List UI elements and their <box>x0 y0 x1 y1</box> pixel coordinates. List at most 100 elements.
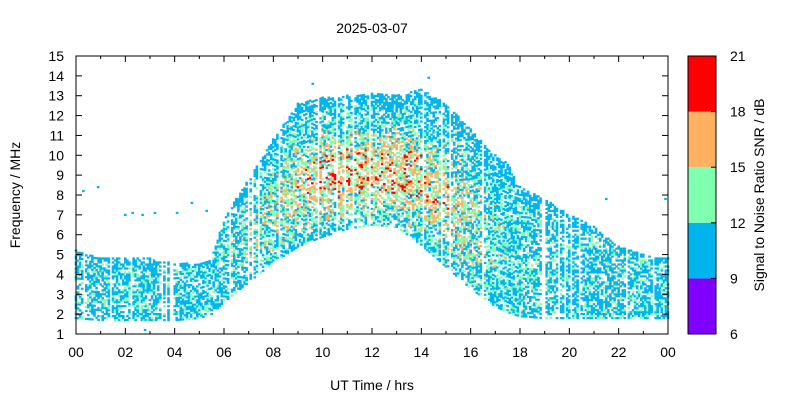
data-point <box>409 140 413 143</box>
data-point <box>376 146 380 149</box>
data-point <box>183 304 187 307</box>
data-point <box>290 199 294 203</box>
data-point <box>389 98 392 101</box>
data-point <box>78 259 82 262</box>
data-point <box>405 219 409 222</box>
data-point <box>372 213 376 217</box>
data-point <box>76 277 80 280</box>
data-point <box>126 275 129 278</box>
data-point <box>362 201 366 204</box>
data-point <box>259 243 263 246</box>
data-point <box>309 167 312 170</box>
data-point <box>366 192 370 195</box>
data-point <box>87 270 90 273</box>
data-point <box>360 140 363 143</box>
data-point <box>325 103 329 106</box>
data-point <box>241 210 244 213</box>
data-point <box>401 184 405 187</box>
data-point <box>115 317 119 320</box>
data-point <box>329 145 333 148</box>
data-point <box>243 223 246 226</box>
data-point <box>370 223 374 226</box>
data-point <box>309 222 312 225</box>
data-point <box>208 279 211 283</box>
data-point <box>210 269 213 272</box>
data-point <box>354 117 357 120</box>
data-point <box>348 189 351 192</box>
data-point <box>111 307 115 310</box>
data-point <box>311 176 314 179</box>
data-point <box>292 214 296 217</box>
data-point <box>420 184 423 187</box>
data-point <box>200 270 203 273</box>
data-point <box>99 267 102 270</box>
data-point <box>163 277 166 280</box>
data-point <box>407 109 411 112</box>
data-point <box>237 249 240 252</box>
data-point <box>403 193 407 197</box>
data-point <box>263 242 267 245</box>
data-point <box>339 209 343 212</box>
data-point <box>327 191 331 195</box>
data-point <box>413 231 417 234</box>
data-point <box>331 127 335 130</box>
data-point <box>372 194 376 197</box>
data-point <box>372 96 376 99</box>
data-point <box>337 188 341 191</box>
data-point <box>356 124 359 127</box>
data-point <box>179 316 183 319</box>
data-point <box>119 295 123 298</box>
data-point <box>249 261 252 264</box>
data-point <box>263 198 267 201</box>
data-point <box>323 219 326 222</box>
data-point <box>288 143 292 146</box>
data-point <box>261 162 265 165</box>
data-point <box>331 164 335 167</box>
data-point <box>239 216 242 219</box>
data-point <box>253 210 257 213</box>
data-point <box>304 109 308 112</box>
data-point <box>321 197 324 201</box>
data-point <box>105 279 109 282</box>
data-point <box>193 269 197 272</box>
data-point <box>376 152 380 155</box>
data-point <box>309 171 312 174</box>
data-point <box>97 281 100 284</box>
data-point <box>288 215 292 218</box>
data-point <box>115 293 119 296</box>
data-point <box>183 266 187 269</box>
data-point <box>321 166 324 169</box>
data-point <box>348 205 351 208</box>
data-point <box>105 317 109 320</box>
data-point <box>265 262 269 265</box>
data-point <box>233 235 236 238</box>
data-point <box>370 182 374 185</box>
data-point <box>261 202 265 205</box>
data-point <box>430 153 433 156</box>
data-point <box>241 266 244 269</box>
data-point <box>300 214 304 217</box>
data-point <box>191 303 195 306</box>
data-point <box>350 123 353 126</box>
data-point <box>196 279 199 282</box>
data-point <box>249 202 252 205</box>
data-point <box>391 136 394 139</box>
data-point <box>200 314 203 317</box>
data-point <box>339 164 343 167</box>
data-point <box>337 198 341 201</box>
data-point <box>95 292 98 296</box>
data-point <box>126 297 129 300</box>
data-point <box>78 265 82 268</box>
data-point <box>272 199 275 203</box>
data-point <box>300 233 304 237</box>
data-point <box>294 183 298 186</box>
data-point <box>235 227 238 230</box>
data-point <box>154 261 158 264</box>
data-point <box>187 305 191 309</box>
data-point <box>360 215 363 218</box>
data-point <box>381 224 384 227</box>
data-point <box>385 145 388 148</box>
data-point <box>327 106 331 109</box>
data-point <box>329 219 333 222</box>
data-point <box>321 219 324 222</box>
